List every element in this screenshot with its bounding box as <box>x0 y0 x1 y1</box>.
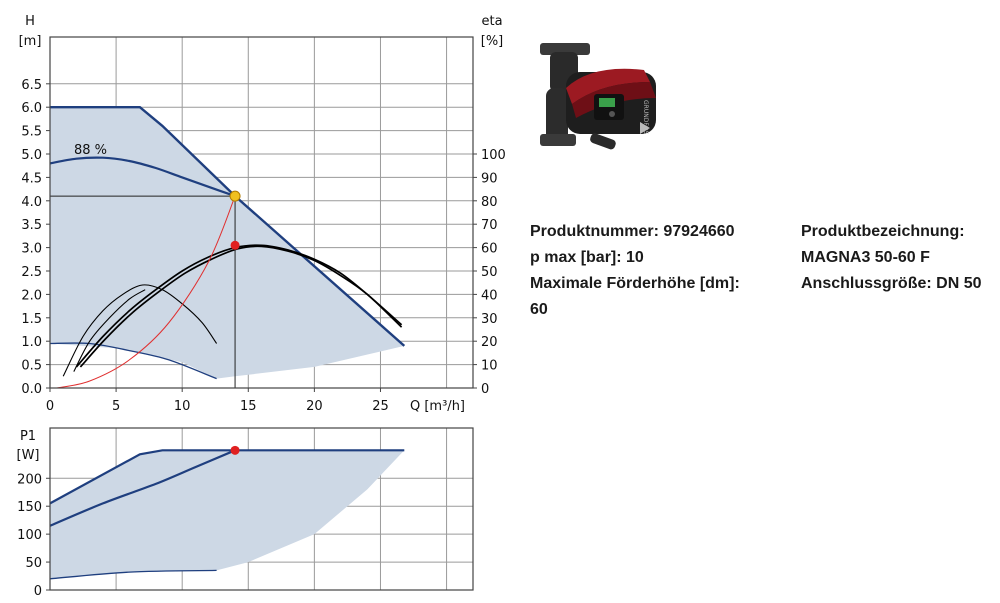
pump-image: GRUNDFOS <box>540 43 656 150</box>
operating-area <box>50 107 405 379</box>
y-axis-label: H <box>25 14 35 29</box>
connection-size: Anschlussgröße: DN 50 <box>801 275 982 292</box>
max-curve-line <box>50 106 406 347</box>
y-tick-label: 6.5 <box>21 78 42 93</box>
system-curve-line <box>56 195 236 389</box>
y-tick-label: 4.0 <box>21 195 42 210</box>
plot-frame <box>49 36 474 389</box>
x-tick-label: 10 <box>174 399 191 414</box>
curve-88-line <box>49 156 236 198</box>
product-info-left: Produktnummer: 97924660 p max [bar]: 10 … <box>530 219 780 323</box>
y2-tick-label: 70 <box>481 218 498 233</box>
product-number: Produktnummer: 97924660 <box>530 223 735 240</box>
y2-tick-label: 30 <box>481 312 498 327</box>
y-tick-label: 0.0 <box>21 382 42 397</box>
y-tick-label: 6.0 <box>21 101 42 116</box>
y2-tick-label: 50 <box>481 265 498 280</box>
operating-area <box>50 450 405 579</box>
y-tick-label: 0 <box>34 584 42 599</box>
x-tick-label: 15 <box>240 399 257 414</box>
max-curve-line <box>49 449 405 505</box>
product-info-right: Produktbezeichnung: MAGNA3 50-60 F Ansch… <box>801 219 996 297</box>
y2-axis-unit: [%] <box>481 34 504 49</box>
x-tick-label: 0 <box>46 399 54 414</box>
max-head-value: 60 <box>530 301 548 318</box>
efficiency-min-line <box>62 284 218 377</box>
y2-axis-label: eta <box>481 14 502 29</box>
min-curve-line <box>49 569 217 580</box>
efficiency-min-2-line <box>73 289 146 372</box>
y2-tick-label: 40 <box>481 288 498 303</box>
y-axis-unit: [W] <box>17 448 40 463</box>
y-tick-label: 150 <box>17 500 42 515</box>
power-88-line <box>49 449 236 527</box>
x-tick-label: 20 <box>306 399 323 414</box>
max-head-label: Maximale Förderhöhe [dm]: <box>530 275 740 292</box>
y-tick-label: 50 <box>25 556 42 571</box>
curve-annotation: 88 % <box>74 143 107 158</box>
y-tick-label: 5.5 <box>21 125 42 140</box>
product-name: MAGNA3 50-60 F <box>801 249 930 266</box>
y2-tick-label: 20 <box>481 335 498 350</box>
y-tick-label: 5.0 <box>21 148 42 163</box>
duty-point-power <box>230 445 240 455</box>
brand-label: GRUNDFOS <box>642 100 649 134</box>
y2-tick-label: 90 <box>481 171 498 186</box>
max-pressure: p max [bar]: 10 <box>530 249 644 266</box>
y-tick-label: 200 <box>17 472 42 487</box>
y-tick-label: 2.5 <box>21 265 42 280</box>
x-tick-label: 5 <box>112 399 120 414</box>
y-tick-label: 1.0 <box>21 335 42 350</box>
pump-curve-chart: 88 % 0.0 0.5 1.0 1.5 2.0 2.5 3.0 3.5 4.0 4.5 5.0 5.5… <box>19 14 506 414</box>
duty-point <box>229 190 241 202</box>
y2-tick-label: 80 <box>481 195 498 210</box>
x-tick-label: 25 <box>372 399 389 414</box>
y2-tick-label: 100 <box>481 148 506 163</box>
y-tick-label: 3.0 <box>21 242 42 257</box>
y-axis-label: P1 <box>20 429 36 444</box>
y2-tick-label: 10 <box>481 359 498 374</box>
plot-frame <box>49 427 474 591</box>
duty-point-efficiency <box>230 240 240 250</box>
product-name-label: Produktbezeichnung: <box>801 223 965 240</box>
power-curve-chart: 0 50 100 150 200 P1 [W] <box>17 427 474 599</box>
min-curve-line <box>49 342 217 380</box>
y-tick-label: 3.5 <box>21 218 42 233</box>
y2-tick-label: 60 <box>481 242 498 257</box>
y-tick-label: 2.0 <box>21 288 42 303</box>
x-axis-label: Q [m³/h] <box>410 399 465 414</box>
y-tick-label: 1.5 <box>21 312 42 327</box>
y-tick-label: 0.5 <box>21 359 42 374</box>
y-axis-unit: [m] <box>19 34 42 49</box>
y2-tick-label: 0 <box>481 382 489 397</box>
charts: 88 % 0.0 0.5 1.0 1.5 2.0 2.5 3.0 3.5 4.0 4.5 5.0 5.5… <box>17 14 506 599</box>
y-tick-label: 100 <box>17 528 42 543</box>
y-tick-label: 4.5 <box>21 171 42 186</box>
